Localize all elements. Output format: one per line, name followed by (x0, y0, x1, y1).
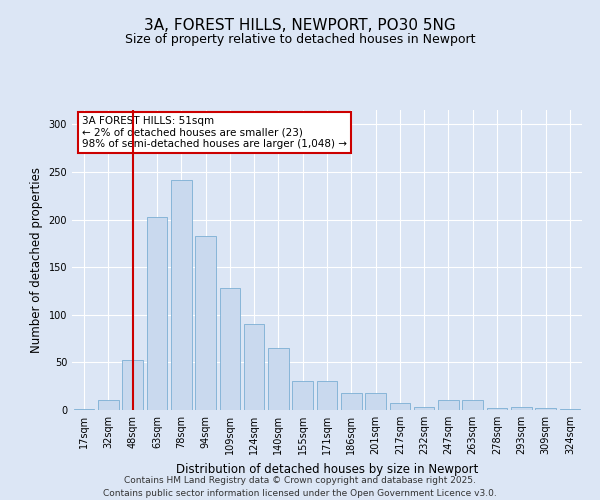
Bar (317, 382, 337, 410)
Bar (122, 360, 143, 410)
Y-axis label: Number of detached properties: Number of detached properties (30, 167, 43, 353)
X-axis label: Distribution of detached houses by size in Newport: Distribution of detached houses by size … (176, 462, 478, 475)
Bar (535, 408, 556, 410)
Text: Contains HM Land Registry data © Crown copyright and database right 2025.
Contai: Contains HM Land Registry data © Crown c… (103, 476, 497, 498)
Text: Size of property relative to detached houses in Newport: Size of property relative to detached ho… (125, 32, 475, 46)
Bar (171, 180, 191, 410)
Bar (438, 400, 459, 410)
Bar (268, 348, 289, 410)
Bar (195, 236, 216, 410)
Bar (511, 407, 532, 410)
Bar (414, 407, 434, 410)
Bar (487, 408, 508, 410)
Bar (146, 216, 167, 410)
Bar (244, 324, 265, 410)
Bar (560, 409, 580, 410)
Bar (74, 409, 94, 410)
Bar (389, 404, 410, 410)
Bar (341, 393, 362, 410)
Bar (463, 400, 483, 410)
Bar (220, 288, 240, 410)
Text: 3A, FOREST HILLS, NEWPORT, PO30 5NG: 3A, FOREST HILLS, NEWPORT, PO30 5NG (144, 18, 456, 32)
Bar (98, 400, 119, 410)
Text: 3A FOREST HILLS: 51sqm
← 2% of detached houses are smaller (23)
98% of semi-deta: 3A FOREST HILLS: 51sqm ← 2% of detached … (82, 116, 347, 149)
Bar (292, 382, 313, 410)
Bar (365, 393, 386, 410)
